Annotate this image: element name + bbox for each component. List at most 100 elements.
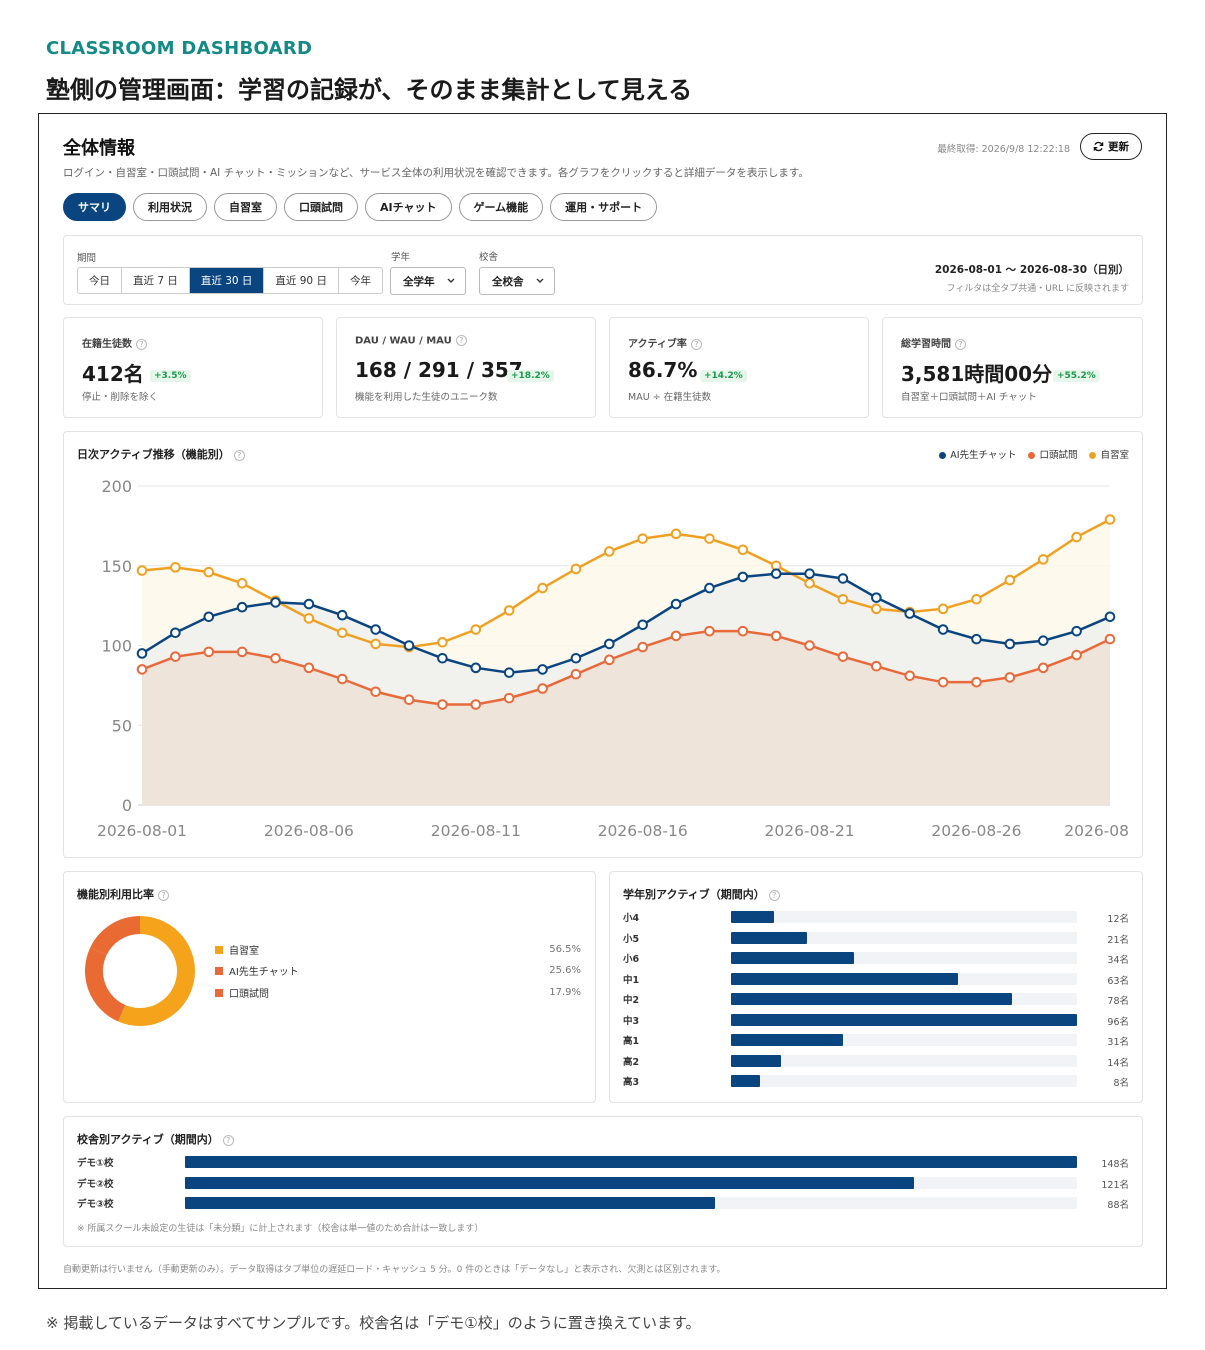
data-point[interactable] [570,563,582,575]
data-point[interactable] [1037,635,1049,647]
grade-select[interactable]: 全学年 [390,267,466,295]
data-point[interactable] [236,577,248,589]
data-point[interactable] [737,625,749,637]
bar-track[interactable] [731,952,1077,964]
data-point[interactable] [670,598,682,610]
data-point[interactable] [637,619,648,631]
data-point[interactable] [170,562,181,573]
data-point[interactable] [370,624,381,635]
data-point[interactable] [871,603,882,615]
help-icon[interactable]: ? [955,338,966,350]
period-30d[interactable]: 直近 30 日 [189,268,265,293]
tab-oral-exam[interactable]: 口頭試問 [284,193,358,221]
daily-active-chart-panel[interactable]: 日次アクティブ推移（機能別）? AI先生チャット 口頭試問 自習室 0 50 100… [63,431,1143,858]
data-point[interactable] [604,546,615,557]
legend-item[interactable]: 自習室 [1089,447,1129,461]
data-point[interactable] [136,565,148,576]
kpi-card-dau-wau-mau[interactable]: DAU / WAU / MAU? 168 / 291 / 357 +18.2% … [336,317,596,418]
data-point[interactable] [704,533,715,544]
refresh-button[interactable]: 更新 [1080,133,1142,160]
data-point[interactable] [804,568,815,580]
data-point[interactable] [1104,633,1116,645]
help-icon[interactable]: ? [222,1134,234,1146]
data-point[interactable] [470,699,482,710]
data-point[interactable] [704,625,715,637]
data-point[interactable] [1071,531,1082,543]
data-point[interactable] [370,686,381,698]
bar-track[interactable] [731,972,1077,985]
tab-ops-support[interactable]: 運用・サポート [550,193,658,221]
data-point[interactable] [637,533,648,544]
data-point[interactable] [336,627,348,639]
school-active-panel[interactable]: 校舎別アクティブ（期間内）? ※ 所属スクール未設定の生徒は「未分類」に計上され… [63,1116,1143,1247]
period-90d[interactable]: 直近 90 日 [264,268,339,293]
data-point[interactable] [203,611,215,623]
donut-slice[interactable] [90,916,140,956]
feature-ratio-panel[interactable]: 機能別利用比率? 自習室 56.5% AI先生チャット 25.6% 口頭試問 1… [63,871,596,1103]
bar-track[interactable] [731,931,1077,944]
data-point[interactable] [1004,638,1016,650]
data-point[interactable] [537,664,548,675]
data-point[interactable] [871,660,882,672]
data-point[interactable] [837,651,849,662]
donut-slice[interactable] [118,916,196,1026]
kpi-card-enrolled[interactable]: 在籍生徒数? 412名 +3.5% 停止・削除を除く [63,317,323,418]
data-point[interactable] [637,641,648,653]
data-point[interactable] [470,662,482,674]
data-point[interactable] [537,683,548,694]
bar-track[interactable] [731,1013,1077,1026]
data-point[interactable] [770,630,782,642]
data-point[interactable] [737,571,749,583]
data-point[interactable] [937,676,949,688]
bar-track[interactable] [731,911,1077,923]
data-point[interactable] [170,651,181,662]
tab-game[interactable]: ゲーム機能 [458,193,544,221]
data-point[interactable] [1104,611,1116,623]
kpi-card-active-rate[interactable]: アクティブ率? 86.7% +14.2% MAU ÷ 在籍生徒数 [609,317,869,418]
legend-item[interactable]: AI先生チャット [939,447,1016,461]
data-point[interactable] [904,608,916,619]
data-point[interactable] [537,582,548,594]
data-point[interactable] [437,699,448,710]
data-point[interactable] [737,544,749,556]
data-point[interactable] [470,624,482,635]
legend-item[interactable]: 口頭試問 [1028,447,1077,461]
data-point[interactable] [303,598,315,610]
data-point[interactable] [570,652,582,664]
help-icon[interactable]: ? [158,889,169,901]
data-point[interactable] [236,646,248,658]
data-point[interactable] [303,613,315,624]
donut-slice[interactable] [85,947,126,1022]
data-point[interactable] [1004,574,1016,586]
data-point[interactable] [437,652,448,664]
data-point[interactable] [403,694,415,706]
help-icon[interactable]: ? [455,335,467,346]
data-point[interactable] [1037,554,1049,565]
data-point[interactable] [804,577,815,589]
data-point[interactable] [370,638,381,650]
kpi-card-study-time[interactable]: 総学習時間? 3,581時間00分 +55.2% 自習室＋口頭試問＋AI チャッ… [882,317,1143,418]
data-point[interactable] [804,640,815,651]
data-point[interactable] [704,582,715,594]
data-point[interactable] [1071,649,1082,661]
period-this-year[interactable]: 今年 [349,275,371,287]
tab-usage[interactable]: 利用状況 [133,193,207,221]
data-point[interactable] [437,637,448,648]
data-point[interactable] [604,638,615,650]
data-point[interactable] [336,673,348,685]
data-point[interactable] [670,630,682,642]
data-point[interactable] [136,648,148,659]
bar-track[interactable] [731,1054,1077,1067]
bar-track[interactable] [185,1197,1077,1209]
data-point[interactable] [837,573,849,584]
data-point[interactable] [570,668,582,680]
data-point[interactable] [503,692,515,704]
data-point[interactable] [837,593,849,605]
bar-track[interactable] [185,1156,1077,1168]
data-point[interactable] [203,566,215,578]
data-point[interactable] [1037,662,1049,674]
tab-summary[interactable]: サマリ [63,193,126,221]
tab-ai-chat[interactable]: AIチャット [365,193,452,221]
bar-track[interactable] [731,993,1077,1005]
data-point[interactable] [937,624,949,635]
